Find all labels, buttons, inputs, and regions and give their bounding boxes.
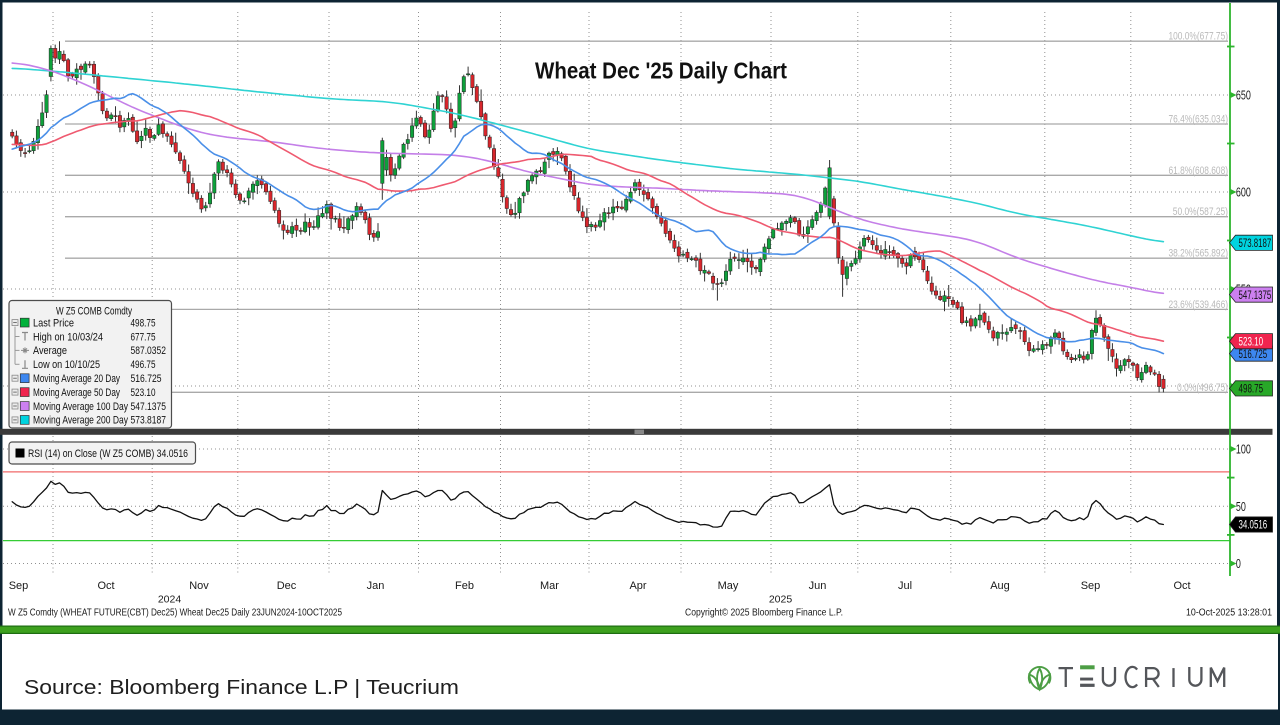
svg-text:Copyright© 2025 Bloomberg Fina: Copyright© 2025 Bloomberg Finance L.P. — [685, 608, 843, 619]
svg-text:523.10: 523.10 — [1239, 336, 1264, 348]
svg-text:Moving Average 100 Day: Moving Average 100 Day — [33, 401, 128, 413]
svg-text:600: 600 — [1236, 185, 1251, 200]
svg-text:Source: Bloomberg Finance L.P: Source: Bloomberg Finance L.P | Teucrium — [24, 676, 459, 699]
svg-text:498.75: 498.75 — [1239, 384, 1264, 396]
svg-text:516.725: 516.725 — [1239, 349, 1268, 361]
svg-text:Last Price: Last Price — [33, 317, 74, 329]
svg-text:573.8187: 573.8187 — [131, 415, 167, 427]
svg-text:Oct: Oct — [97, 580, 114, 592]
svg-text:76.4%(635.034): 76.4%(635.034) — [1169, 114, 1229, 126]
svg-text:Apr: Apr — [629, 580, 646, 592]
svg-text:Average: Average — [33, 345, 67, 357]
svg-text:547.1375: 547.1375 — [1239, 290, 1272, 302]
svg-text:W Z5 Comdty (WHEAT FUTURE(CBT): W Z5 Comdty (WHEAT FUTURE(CBT) Dec25) Wh… — [8, 608, 342, 619]
svg-text:100: 100 — [1236, 442, 1251, 457]
svg-text:547.1375: 547.1375 — [131, 401, 167, 413]
svg-text:573.8187: 573.8187 — [1239, 238, 1272, 250]
svg-text:Moving Average 200 Day: Moving Average 200 Day — [33, 415, 128, 427]
svg-text:10-Oct-2025 13:28:01: 10-Oct-2025 13:28:01 — [1186, 608, 1272, 619]
svg-text:Nov: Nov — [189, 580, 209, 592]
svg-text:Moving Average 20 Day: Moving Average 20 Day — [33, 373, 120, 385]
svg-text:498.75: 498.75 — [131, 317, 156, 329]
svg-text:Jan: Jan — [367, 580, 385, 592]
svg-text:50: 50 — [1236, 499, 1246, 514]
svg-text:587.0352: 587.0352 — [131, 345, 167, 357]
svg-text:650: 650 — [1236, 88, 1251, 103]
svg-text:Sep: Sep — [1081, 580, 1101, 592]
svg-text:523.10: 523.10 — [131, 387, 156, 399]
svg-text:516.725: 516.725 — [131, 373, 162, 385]
svg-text:677.75: 677.75 — [131, 331, 156, 343]
svg-text:496.75: 496.75 — [131, 359, 156, 371]
svg-text:34.0516: 34.0516 — [1239, 520, 1268, 532]
svg-text:50.0%(587.25): 50.0%(587.25) — [1173, 206, 1228, 218]
svg-text:Feb: Feb — [455, 580, 474, 592]
svg-text:23.6%(539.466): 23.6%(539.466) — [1169, 299, 1229, 311]
svg-text:Aug: Aug — [990, 580, 1010, 592]
svg-text:W Z5 COMB Comdty: W Z5 COMB Comdty — [56, 306, 132, 318]
svg-text:Dec: Dec — [277, 580, 297, 592]
svg-text:61.8%(608.608): 61.8%(608.608) — [1169, 165, 1229, 177]
svg-text:2025: 2025 — [769, 594, 793, 606]
svg-text:RSI (14) on Close (W Z5 COMB): RSI (14) on Close (W Z5 COMB) 34.0516 — [28, 448, 188, 460]
svg-text:Wheat Dec '25 Daily Chart: Wheat Dec '25 Daily Chart — [535, 58, 787, 84]
svg-text:0.0%(496.75): 0.0%(496.75) — [1177, 382, 1228, 394]
svg-text:High on 10/03/24: High on 10/03/24 — [33, 331, 103, 343]
svg-text:2024: 2024 — [158, 594, 182, 606]
svg-text:38.2%(565.892): 38.2%(565.892) — [1169, 248, 1229, 260]
svg-text:Jun: Jun — [809, 580, 827, 592]
svg-text:May: May — [718, 580, 739, 592]
svg-text:Sep: Sep — [9, 580, 29, 592]
svg-text:Moving Average 50 Day: Moving Average 50 Day — [33, 387, 120, 399]
svg-text:0: 0 — [1236, 556, 1241, 571]
svg-text:Low on 10/10/25: Low on 10/10/25 — [33, 359, 100, 371]
svg-text:Oct: Oct — [1173, 580, 1190, 592]
svg-text:Jul: Jul — [898, 580, 912, 592]
svg-text:100.0%(677.75): 100.0%(677.75) — [1169, 31, 1229, 43]
svg-text:Mar: Mar — [540, 580, 559, 592]
